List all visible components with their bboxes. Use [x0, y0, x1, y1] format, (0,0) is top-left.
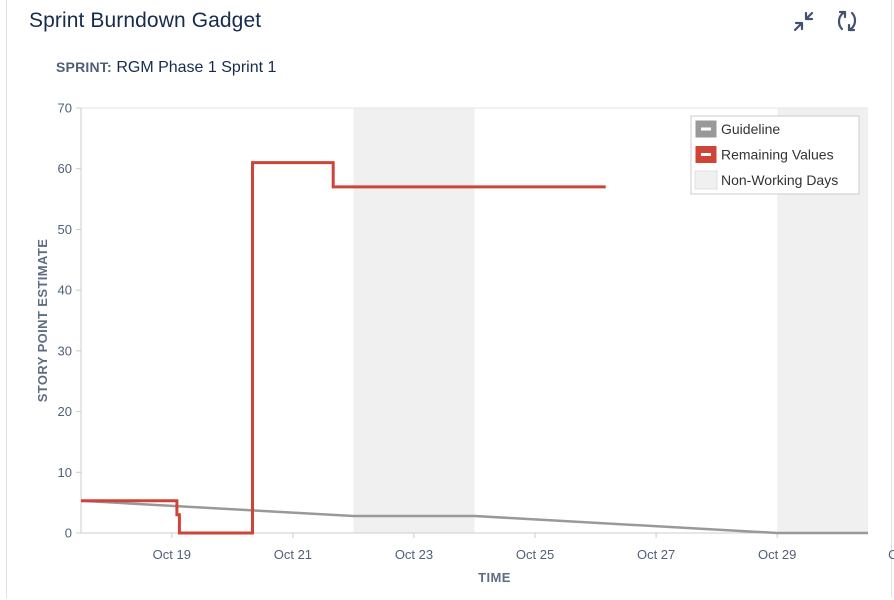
y-tick-label-70: 70 [58, 101, 72, 116]
minimize-arrows-icon[interactable] [791, 8, 815, 34]
sprint-name: RGM Phase 1 Sprint 1 [116, 59, 277, 76]
x-tick-label-2: Oct 23 [395, 547, 433, 562]
legend-swatch-mark-guideline [701, 127, 711, 131]
x-tick-label-3: Oct 25 [516, 547, 554, 562]
y-tick-label-40: 40 [58, 283, 72, 298]
sprint-info: SPRINT: RGM Phase 1 Sprint 1 [56, 59, 276, 77]
legend-box [690, 115, 860, 195]
series-line-remaining-values [81, 161, 606, 535]
sprint-label: SPRINT: [56, 59, 112, 75]
x-tick-label-6: Oct [888, 547, 894, 562]
chart-legend: Guideline Remaining Values Non-Working Day… [690, 115, 860, 195]
x-axis-title: TIME [478, 570, 511, 585]
legend-swatch-mark-remaining-values [701, 153, 711, 156]
legend-label-remaining-values: Remaining Values [721, 147, 834, 163]
y-tick-label-0: 0 [65, 526, 72, 541]
x-tick-label-0: Oct 19 [153, 547, 191, 562]
y-tick-label-20: 20 [58, 404, 72, 419]
legend-swatch-non-working-days [694, 170, 718, 190]
gadget-title: Sprint Burndown Gadget [29, 9, 262, 32]
y-axis-title: STORY POINT ESTIMATE [35, 239, 50, 403]
y-tick-label-10: 10 [58, 465, 72, 480]
refresh-icon[interactable] [835, 8, 859, 34]
legend-label-non-working-days: Non-Working Days [721, 172, 838, 188]
non-working-band-0 [353, 108, 475, 533]
x-tick-label-1: Oct 21 [274, 547, 312, 562]
y-tick-label-60: 60 [58, 161, 72, 176]
x-tick-label-5: Oct 29 [758, 547, 796, 562]
y-tick-label-30: 30 [58, 343, 72, 358]
y-tick-label-50: 50 [58, 222, 72, 237]
x-tick-label-4: Oct 27 [637, 547, 675, 562]
series-line-guideline [80, 499, 868, 535]
legend-label-guideline: Guideline [721, 121, 780, 137]
